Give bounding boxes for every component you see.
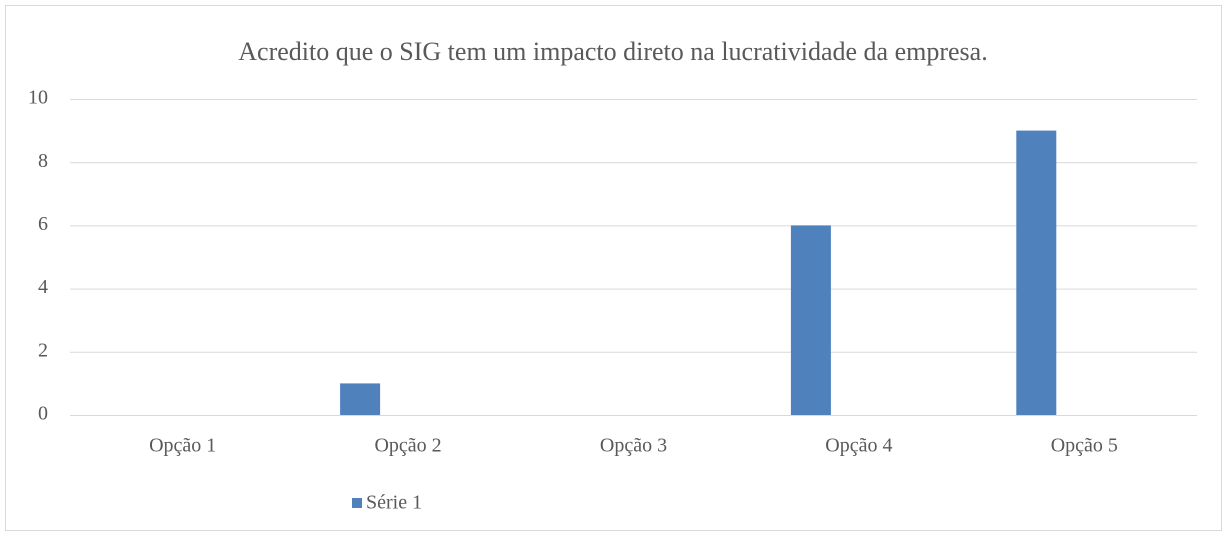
bar [340,383,381,415]
x-tick-label: Opção 3 [600,435,667,457]
legend-label: Série 1 [366,492,422,514]
bar [1016,130,1057,415]
chart-title: Acredito que o SIG tem um impacto direto… [238,37,987,66]
y-tick-label: 0 [38,403,48,425]
y-tick-label: 6 [38,213,48,235]
y-tick-label: 8 [38,150,48,172]
legend-swatch [352,498,362,508]
x-tick-label: Opção 5 [1051,435,1118,457]
x-tick-label: Opção 2 [374,435,441,457]
x-tick-label: Opção 1 [149,435,216,457]
x-tick-label: Opção 4 [825,435,892,457]
y-tick-label: 10 [28,87,48,109]
bar [790,225,831,415]
y-tick-label: 4 [38,276,48,298]
y-tick-label: 2 [38,339,48,361]
